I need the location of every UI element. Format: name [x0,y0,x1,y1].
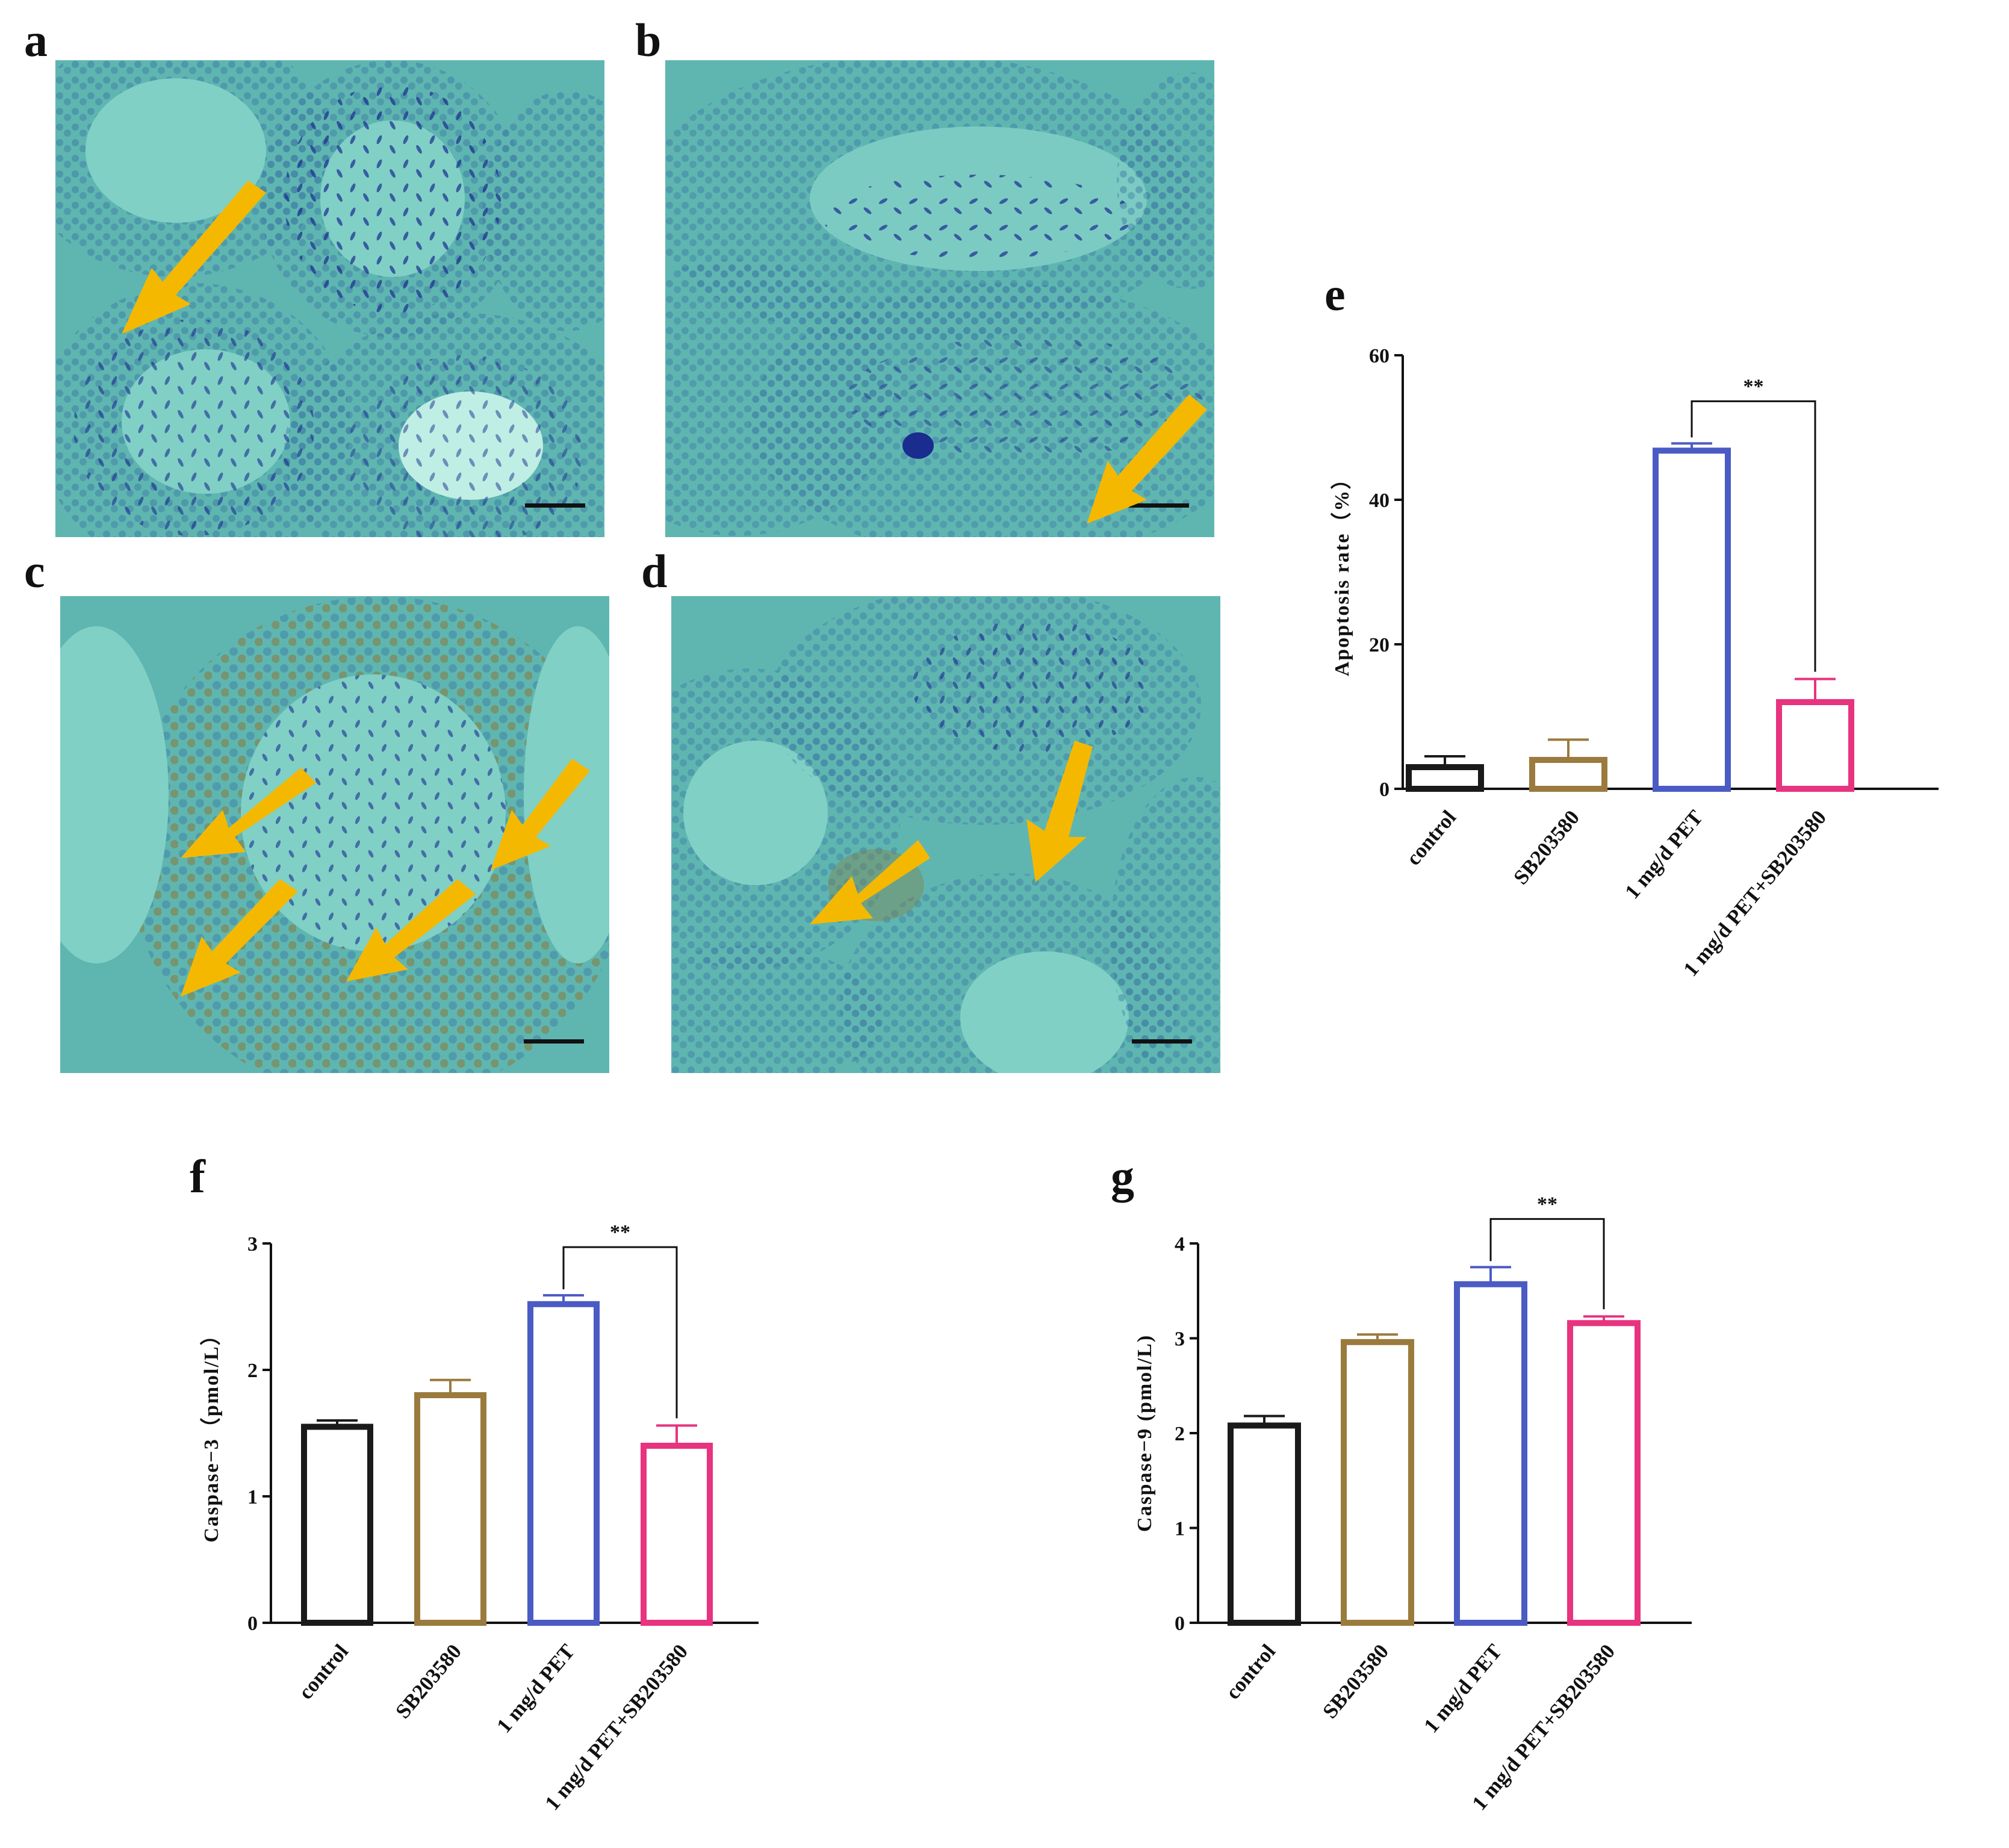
apoptosis-rate-chart: 0 20 40 60 Apoptosis rate（%） control SB203580 1… [1330,345,1939,981]
y-tick-label: 1 [247,1486,258,1508]
category-label: SB203580 [1509,806,1584,889]
y-tick-label: 60 [1369,345,1390,367]
bar [1567,1320,1641,1626]
bar [1529,757,1607,792]
micrograph-d-image [671,596,1220,1073]
category-label: control [1402,806,1461,870]
category-label: 1 mg/d PET+SB203580 [1678,806,1831,981]
micrograph-d [671,596,1220,1073]
y-tick-label: 3 [1175,1328,1185,1351]
micrograph-b-image [665,60,1214,537]
bar [301,1423,373,1626]
y-tick-label: 3 [247,1233,258,1255]
bar [414,1392,486,1626]
y-tick-label: 0 [247,1613,258,1635]
bar [641,1443,713,1626]
significance-bracket [562,1246,678,1419]
chart-f: 0 1 2 3 Caspase−3（pmol/L） control SB203580 1 mg… [181,1180,783,1843]
panel-label-f: f [190,1150,205,1202]
arrow-icon [346,879,476,982]
bar [1653,447,1731,792]
panel-label-e: e [1324,268,1346,320]
significance-label: ** [610,1221,630,1243]
chart-g: 0 1 2 3 4 Caspase−9 (pmol/L) control SB203580 1 … [1114,1168,1716,1843]
y-tick-label: 20 [1369,634,1390,656]
bar [527,1301,600,1626]
micrograph-c-image [60,596,609,1073]
bar [1776,699,1854,792]
bar [1228,1422,1301,1626]
category-label: control [294,1640,353,1704]
arrow-icon [122,181,266,334]
significance-label: ** [1744,375,1764,397]
y-tick-label: 2 [1175,1423,1185,1445]
panel-label-a: a [24,14,48,66]
arrow-icon [181,879,298,997]
panel-label-c: c [24,545,45,597]
bar [1406,764,1484,792]
caspase-9-chart: 0 1 2 3 4 Caspase−9 (pmol/L) control SB203580 1 … [1134,1193,1692,1815]
category-label: 1 mg/d PET [1620,806,1707,903]
y-axis-title: Caspase−9 (pmol/L) [1134,1334,1156,1532]
arrow-icon [1087,394,1207,524]
significance-bracket [1691,400,1816,672]
bar [1341,1339,1414,1626]
bar [1454,1281,1527,1626]
y-tick-label: 4 [1175,1233,1185,1255]
category-label: 1 mg/d PET [1419,1640,1506,1737]
arrow-icon [810,840,930,924]
chart-e: 0 20 40 60 Apoptosis rate（%） control SB203580 1… [1312,337,1963,1090]
micrograph-a-image [55,60,604,537]
panel-label-d: d [641,545,668,597]
category-label: SB203580 [391,1640,466,1723]
micrograph-a [55,60,604,537]
micrograph-c [60,596,609,1073]
y-tick-label: 0 [1175,1613,1185,1635]
panel-label-b: b [635,14,662,66]
category-label: control [1221,1640,1280,1704]
significance-label: ** [1537,1193,1557,1215]
y-tick-label: 1 [1175,1518,1185,1540]
arrow-icon [181,768,316,858]
category-label: SB203580 [1318,1640,1393,1723]
y-tick-label: 40 [1369,490,1390,512]
micrograph-b [665,60,1214,537]
caspase-3-chart: 0 1 2 3 Caspase−3（pmol/L） control SB203580 1 mg… [199,1221,759,1815]
y-tick-label: 0 [1379,779,1390,801]
panel-label-g: g [1111,1150,1134,1202]
significance-bracket [1489,1218,1605,1310]
arrow-icon [491,759,590,870]
y-axis-title: Caspase−3（pmol/L） [199,1324,223,1542]
arrow-icon [1026,741,1093,882]
y-tick-label: 2 [247,1360,258,1382]
y-axis-title: Apoptosis rate（%） [1330,468,1353,677]
category-label: 1 mg/d PET [492,1640,579,1737]
